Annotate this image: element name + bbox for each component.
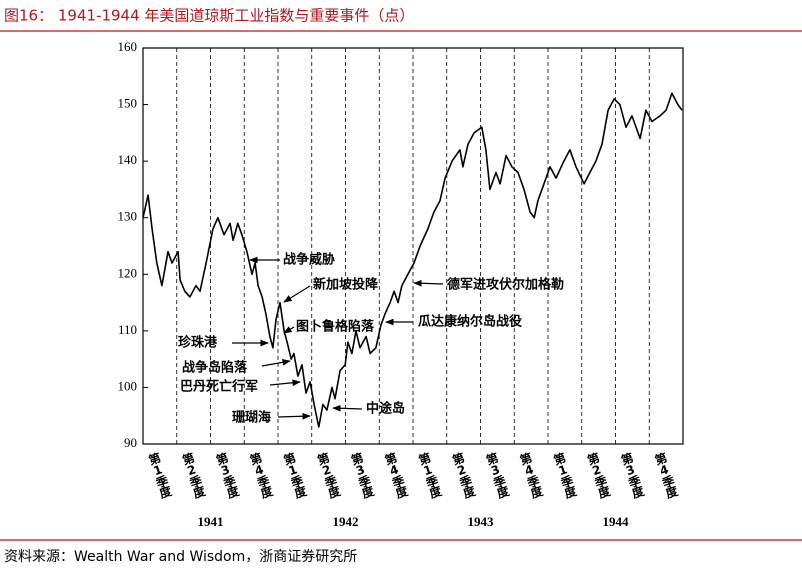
annotation-arrow (261, 359, 291, 367)
y-tick-label: 140 (118, 152, 138, 167)
x-tick-label: 第3季度 (483, 450, 511, 501)
annotation: 巴丹死亡行军 (180, 379, 258, 395)
y-tick-label: 100 (118, 378, 138, 393)
x-tick-label: 第3季度 (348, 450, 376, 501)
annotation-arrow (283, 326, 295, 334)
annotation: 战争威胁 (283, 252, 335, 268)
year-label: 1942 (333, 514, 359, 529)
x-tick-label: 第4季度 (246, 450, 274, 501)
x-tick-label: 第1季度 (145, 450, 173, 501)
x-tick-label: 第1季度 (550, 450, 578, 501)
annotation: 珊瑚海 (232, 410, 271, 426)
x-tick-label: 第3季度 (618, 450, 646, 501)
annotation: 中途岛 (366, 401, 405, 417)
annotation-arrow (332, 404, 363, 412)
x-tick-label: 第2季度 (449, 450, 477, 501)
x-tick-label: 第4季度 (516, 450, 544, 501)
annotation-arrow (283, 285, 311, 303)
x-tick-label: 第4季度 (651, 450, 679, 501)
line-series (142, 92, 683, 428)
annotation: 图卜鲁格陷落 (296, 319, 375, 335)
annotation: 珍珠港 (178, 335, 218, 351)
x-tick-label: 第2季度 (179, 450, 207, 501)
x-tick-label: 第2季度 (584, 450, 612, 501)
y-tick-label: 120 (118, 265, 138, 280)
y-tick-label: 160 (118, 39, 138, 54)
chart-title: 图16： 1941-1944 年美国道琼斯工业指数与重要事件（点） (4, 7, 414, 25)
x-tick-label: 第4季度 (381, 450, 409, 501)
x-tick-label: 第1季度 (415, 450, 443, 501)
annotation: 战争岛陷落 (182, 360, 248, 376)
annotation-arrow (277, 412, 311, 420)
x-tick-label: 第2季度 (314, 450, 342, 501)
y-tick-label: 130 (118, 209, 138, 224)
annotation: 新加坡投降 (313, 277, 379, 293)
x-tick-label: 第1季度 (280, 450, 308, 501)
annotation-arrow (413, 279, 444, 287)
annotation: 德军进攻伏尔加格勒 (447, 277, 564, 293)
annotation: 瓜达康纳尔岛战役 (418, 314, 522, 330)
y-tick-label: 90 (124, 435, 137, 450)
year-label: 1941 (198, 514, 224, 529)
x-tick-label: 第3季度 (213, 450, 241, 501)
y-tick-label: 150 (118, 96, 138, 111)
annotation-arrow (269, 379, 301, 387)
source-note: 资料来源：Wealth War and Wisdom，浙商证券研究所 (4, 549, 357, 565)
year-label: 1943 (468, 514, 495, 529)
y-tick-label: 110 (118, 322, 137, 337)
year-label: 1944 (603, 514, 630, 529)
